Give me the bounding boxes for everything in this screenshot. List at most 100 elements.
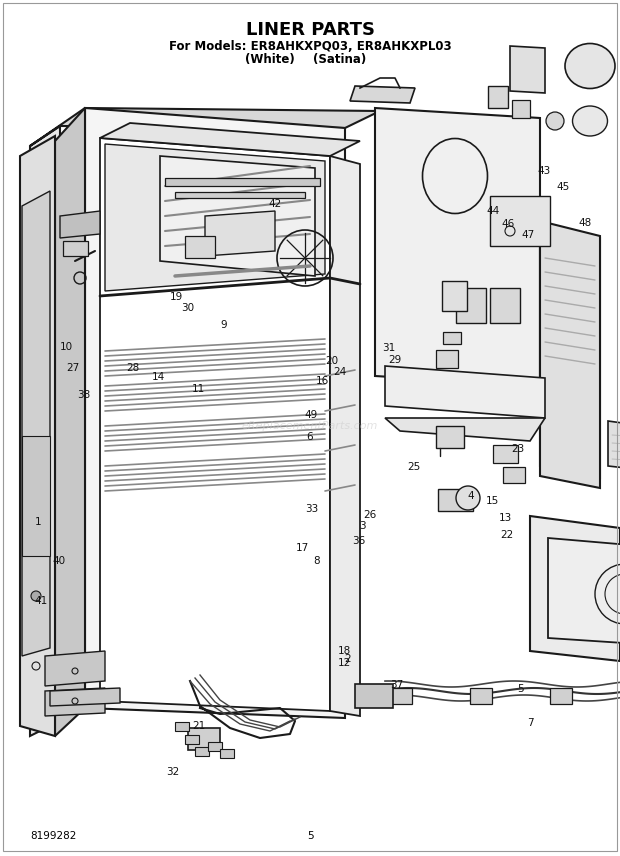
Bar — [188, 728, 220, 750]
Text: 43: 43 — [537, 166, 551, 176]
Bar — [550, 688, 572, 704]
Text: 49: 49 — [304, 410, 318, 420]
Polygon shape — [530, 516, 620, 661]
Bar — [436, 426, 464, 448]
Polygon shape — [22, 191, 50, 656]
Polygon shape — [55, 108, 85, 736]
Text: 10: 10 — [60, 342, 73, 352]
Text: 12: 12 — [337, 658, 351, 669]
Polygon shape — [330, 156, 360, 716]
Text: 4: 4 — [468, 491, 474, 502]
Bar — [442, 281, 467, 311]
Text: 6: 6 — [307, 431, 313, 442]
Bar — [165, 178, 320, 186]
Polygon shape — [105, 144, 325, 291]
Polygon shape — [540, 221, 600, 488]
Text: 8199282: 8199282 — [30, 831, 76, 841]
Bar — [490, 196, 550, 246]
Text: 45: 45 — [556, 181, 570, 192]
Text: 40: 40 — [52, 556, 66, 566]
Bar — [470, 688, 492, 704]
Bar — [488, 86, 508, 108]
Text: For Models: ER8AHKXPQ03, ER8AHKXPL03: For Models: ER8AHKXPQ03, ER8AHKXPL03 — [169, 39, 451, 52]
Bar — [436, 350, 458, 368]
Text: 33: 33 — [305, 504, 319, 514]
Polygon shape — [540, 226, 600, 478]
Polygon shape — [100, 138, 330, 711]
Text: 19: 19 — [170, 292, 184, 302]
Polygon shape — [50, 688, 120, 706]
Bar — [208, 742, 222, 751]
Bar — [185, 735, 199, 744]
Text: 27: 27 — [66, 363, 80, 373]
Text: 3: 3 — [360, 521, 366, 532]
Polygon shape — [385, 366, 545, 418]
Text: 28: 28 — [126, 363, 140, 373]
Bar — [220, 749, 234, 758]
Text: 18: 18 — [337, 645, 351, 656]
Polygon shape — [375, 108, 540, 386]
Text: 8: 8 — [313, 556, 319, 566]
Text: 21: 21 — [192, 721, 205, 731]
Text: 47: 47 — [521, 229, 535, 240]
Bar — [195, 747, 209, 756]
Text: 1: 1 — [35, 517, 42, 527]
Polygon shape — [45, 688, 105, 716]
Text: 37: 37 — [390, 680, 404, 690]
Bar — [22, 436, 50, 556]
Polygon shape — [100, 123, 360, 156]
Bar — [390, 688, 412, 704]
Bar — [355, 684, 393, 708]
Text: 26: 26 — [363, 510, 376, 520]
Polygon shape — [45, 651, 105, 686]
Circle shape — [31, 591, 41, 601]
Polygon shape — [30, 108, 380, 146]
Polygon shape — [60, 211, 100, 238]
Bar — [185, 236, 215, 258]
Polygon shape — [385, 418, 545, 441]
Text: 11: 11 — [192, 384, 205, 395]
Polygon shape — [205, 211, 275, 256]
Bar — [456, 288, 486, 323]
Text: 46: 46 — [502, 219, 515, 229]
Text: 20: 20 — [325, 356, 339, 366]
Text: LINER PARTS: LINER PARTS — [246, 21, 374, 39]
Text: 22: 22 — [500, 530, 514, 540]
Text: 15: 15 — [486, 496, 500, 506]
Polygon shape — [548, 538, 620, 648]
Text: eReplacementParts.com: eReplacementParts.com — [242, 421, 378, 431]
Text: (Satina): (Satina) — [313, 52, 366, 66]
Circle shape — [546, 112, 564, 130]
Text: 41: 41 — [35, 596, 48, 606]
Text: 7: 7 — [527, 718, 533, 728]
Text: 23: 23 — [512, 443, 525, 454]
Ellipse shape — [565, 44, 615, 88]
Text: 29: 29 — [388, 354, 402, 365]
Bar — [512, 100, 530, 118]
Text: 17: 17 — [295, 543, 309, 553]
Text: 13: 13 — [498, 513, 512, 523]
Text: 16: 16 — [316, 376, 329, 386]
Text: 9: 9 — [220, 320, 226, 330]
Bar — [175, 192, 305, 198]
Bar — [443, 332, 461, 344]
Text: 31: 31 — [382, 343, 396, 354]
Polygon shape — [85, 108, 345, 718]
Polygon shape — [20, 136, 55, 736]
Circle shape — [456, 486, 480, 510]
Text: 42: 42 — [268, 199, 281, 209]
Bar — [438, 489, 473, 511]
Text: 5: 5 — [307, 831, 313, 841]
Text: 5: 5 — [518, 684, 524, 694]
Polygon shape — [160, 156, 315, 276]
Text: 25: 25 — [407, 461, 420, 472]
Text: 14: 14 — [151, 372, 165, 382]
Text: 48: 48 — [578, 217, 591, 228]
Polygon shape — [30, 126, 60, 736]
Text: 2: 2 — [344, 654, 350, 664]
Text: 24: 24 — [333, 367, 347, 377]
Bar — [63, 241, 88, 256]
Text: 44: 44 — [487, 205, 500, 216]
Bar — [493, 445, 518, 463]
Bar — [175, 722, 189, 731]
